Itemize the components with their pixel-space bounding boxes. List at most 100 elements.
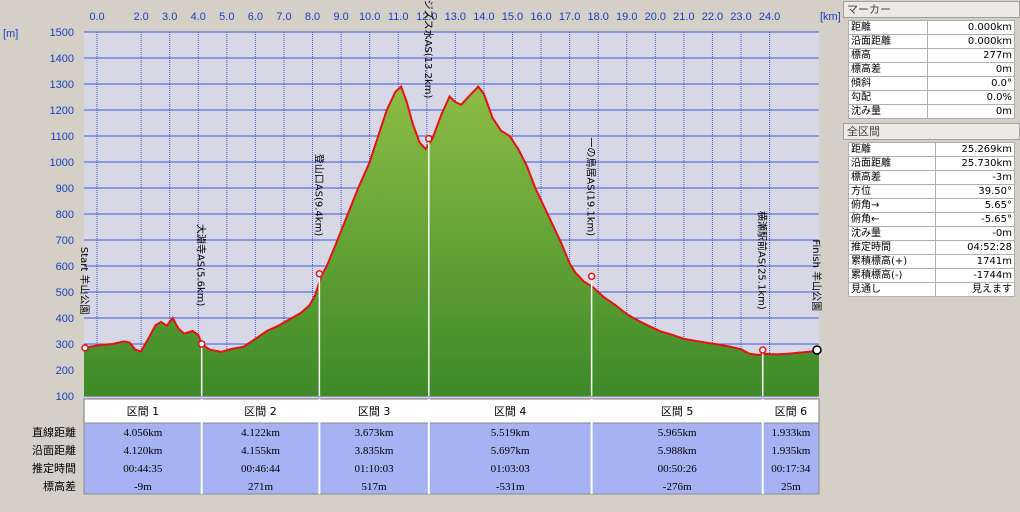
info-value: 0.000km xyxy=(927,20,1015,35)
info-row: 標高差 -3m xyxy=(847,170,1015,185)
y-unit-label: [m] xyxy=(3,28,18,40)
segment-value: 4.120km xyxy=(123,445,162,457)
info-label: 勾配 xyxy=(847,90,929,105)
aid-station-marker xyxy=(587,272,596,281)
x-unit-label: [km] xyxy=(820,11,840,23)
info-row: 俯角→ 5.65° xyxy=(847,198,1015,213)
info-label: 標高差 xyxy=(847,170,937,185)
aid-station-marker xyxy=(315,270,324,278)
chart-area: 0.0 2.0 3.0 4.0 5.0 6.0 7.0 8.0 9.0 10.0 11.0 12.0 1… xyxy=(0,0,840,512)
x-tick-label: 11.0 xyxy=(388,11,409,23)
segment-value: 5.988km xyxy=(658,445,697,457)
x-tick-label: 9.0 xyxy=(333,11,348,23)
segment-value: 01:03:03 xyxy=(491,463,531,475)
segment-value: 3.835km xyxy=(355,445,394,457)
info-row: 累積標高(+) 1741m xyxy=(847,254,1015,269)
y-tick-label: 500 xyxy=(56,287,74,299)
segment-value: 4.056km xyxy=(123,427,162,439)
x-tick-label: 16.0 xyxy=(530,11,551,23)
y-tick-label: 1300 xyxy=(50,79,74,91)
info-row: 勾配 0.0% xyxy=(847,90,1015,105)
x-tick-label: 0.0 xyxy=(89,11,104,23)
info-row: 俯角← -5.65° xyxy=(847,212,1015,227)
x-tick-label: 21.0 xyxy=(673,11,694,23)
info-row: 累積標高(-) -1744m xyxy=(847,268,1015,283)
x-tick-label: 19.0 xyxy=(616,11,637,23)
aid-station-label: ジズス水AS(13.2km) xyxy=(422,0,435,98)
info-value: 1741m xyxy=(935,254,1015,269)
segment-header: 区間 5 xyxy=(661,405,694,418)
y-tick-label: 900 xyxy=(56,183,74,195)
y-tick-label: 100 xyxy=(56,391,74,403)
segment-value: 00:50:26 xyxy=(658,463,698,475)
info-row: 標高差 0m xyxy=(847,62,1015,77)
segment-row-label: 推定時間 xyxy=(32,461,76,475)
segment-value: 5.519km xyxy=(491,427,530,439)
x-tick-label: 14.0 xyxy=(473,11,494,23)
segment-header: 区間 2 xyxy=(244,405,277,418)
info-value: -0m xyxy=(935,226,1015,241)
segment-header: 区間 1 xyxy=(127,405,160,418)
x-tick-label: 15.0 xyxy=(502,11,523,23)
y-tick-label: 1400 xyxy=(50,53,74,65)
y-tick-label: 300 xyxy=(56,339,74,351)
info-label: 標高 xyxy=(847,48,929,63)
info-row: 標高 277m xyxy=(847,48,1015,63)
x-tick-label: 24.0 xyxy=(759,11,780,23)
info-value: 04:52:28 xyxy=(935,240,1015,255)
info-value: 25.730km xyxy=(935,156,1015,171)
y-tick-label: 600 xyxy=(56,261,74,273)
segment-value: 01:10:03 xyxy=(355,463,395,475)
info-value: -5.65° xyxy=(935,212,1015,227)
x-tick-label: 3.0 xyxy=(162,11,177,23)
info-value: 0m xyxy=(927,62,1015,77)
segment-value: 1.933km xyxy=(771,427,810,439)
info-value: 見えます xyxy=(935,282,1015,297)
info-label: 見通し xyxy=(847,282,937,297)
segment-row-label: 標高差 xyxy=(43,479,76,493)
info-row: 沿面距離 0.000km xyxy=(847,34,1015,49)
aid-station-marker xyxy=(81,344,89,352)
info-row: 見通し 見えます xyxy=(847,282,1015,297)
segment-value: 00:46:44 xyxy=(241,463,281,475)
info-value: 0m xyxy=(927,104,1015,119)
info-value: 25.269km xyxy=(935,142,1015,157)
info-label: 累積標高(-) xyxy=(847,268,937,283)
info-row: 推定時間 04:52:28 xyxy=(847,240,1015,255)
x-tick-label: 17.0 xyxy=(559,11,580,23)
info-label: 沿面距離 xyxy=(847,34,929,49)
y-tick-label: 400 xyxy=(56,313,74,325)
segment-value: 1.935km xyxy=(771,445,810,457)
info-label: 距離 xyxy=(847,142,937,157)
aid-station-label: Start 羊山公園 xyxy=(78,247,91,315)
marker-info-table: 距離 0.000km 沿面距離 0.000km 標高 277m 標高差 0m 傾斜 0.0° 勾配 0… xyxy=(847,20,1015,119)
y-tick-label: 800 xyxy=(56,209,74,221)
x-tick-label: 6.0 xyxy=(248,11,263,23)
info-row: 沿面距離 25.730km xyxy=(847,156,1015,171)
section-info-table: 距離 25.269km 沿面距離 25.730km 標高差 -3m 方位 39.50° 俯角→ 5… xyxy=(847,142,1015,297)
info-label: 傾斜 xyxy=(847,76,929,91)
x-tick-label: 4.0 xyxy=(191,11,206,23)
segment-value: 517m xyxy=(362,481,388,493)
aid-station-label: 登山口AS(9.4km) xyxy=(312,154,325,237)
segment-values-area xyxy=(83,422,820,495)
segment-value: -531m xyxy=(496,481,525,493)
info-label: 累積標高(+) xyxy=(847,254,937,269)
segment-row-label: 直線距離 xyxy=(32,425,76,439)
info-label: 俯角→ xyxy=(847,198,937,213)
x-tick-label: 20.0 xyxy=(645,11,666,23)
info-value: 39.50° xyxy=(935,184,1015,199)
y-tick-label: 1200 xyxy=(50,105,74,117)
info-value: 0.0° xyxy=(927,76,1015,91)
aid-station-label: 一の鳥居AS(19.1km) xyxy=(585,137,598,236)
x-tick-label: 22.0 xyxy=(702,11,723,23)
info-label: 沿面距離 xyxy=(847,156,937,171)
segment-header: 区間 4 xyxy=(494,405,527,418)
elevation-area-fill xyxy=(84,86,819,396)
info-label: 方位 xyxy=(847,184,937,199)
info-value: -1744m xyxy=(935,268,1015,283)
elevation-profile-chart[interactable]: 0.0 2.0 3.0 4.0 5.0 6.0 7.0 8.0 9.0 10.0 11.0 12.0 1… xyxy=(0,0,840,512)
x-tick-label: 13.0 xyxy=(445,11,466,23)
segment-value: 4.155km xyxy=(241,445,280,457)
segment-row-label: 沿面距離 xyxy=(32,443,76,457)
